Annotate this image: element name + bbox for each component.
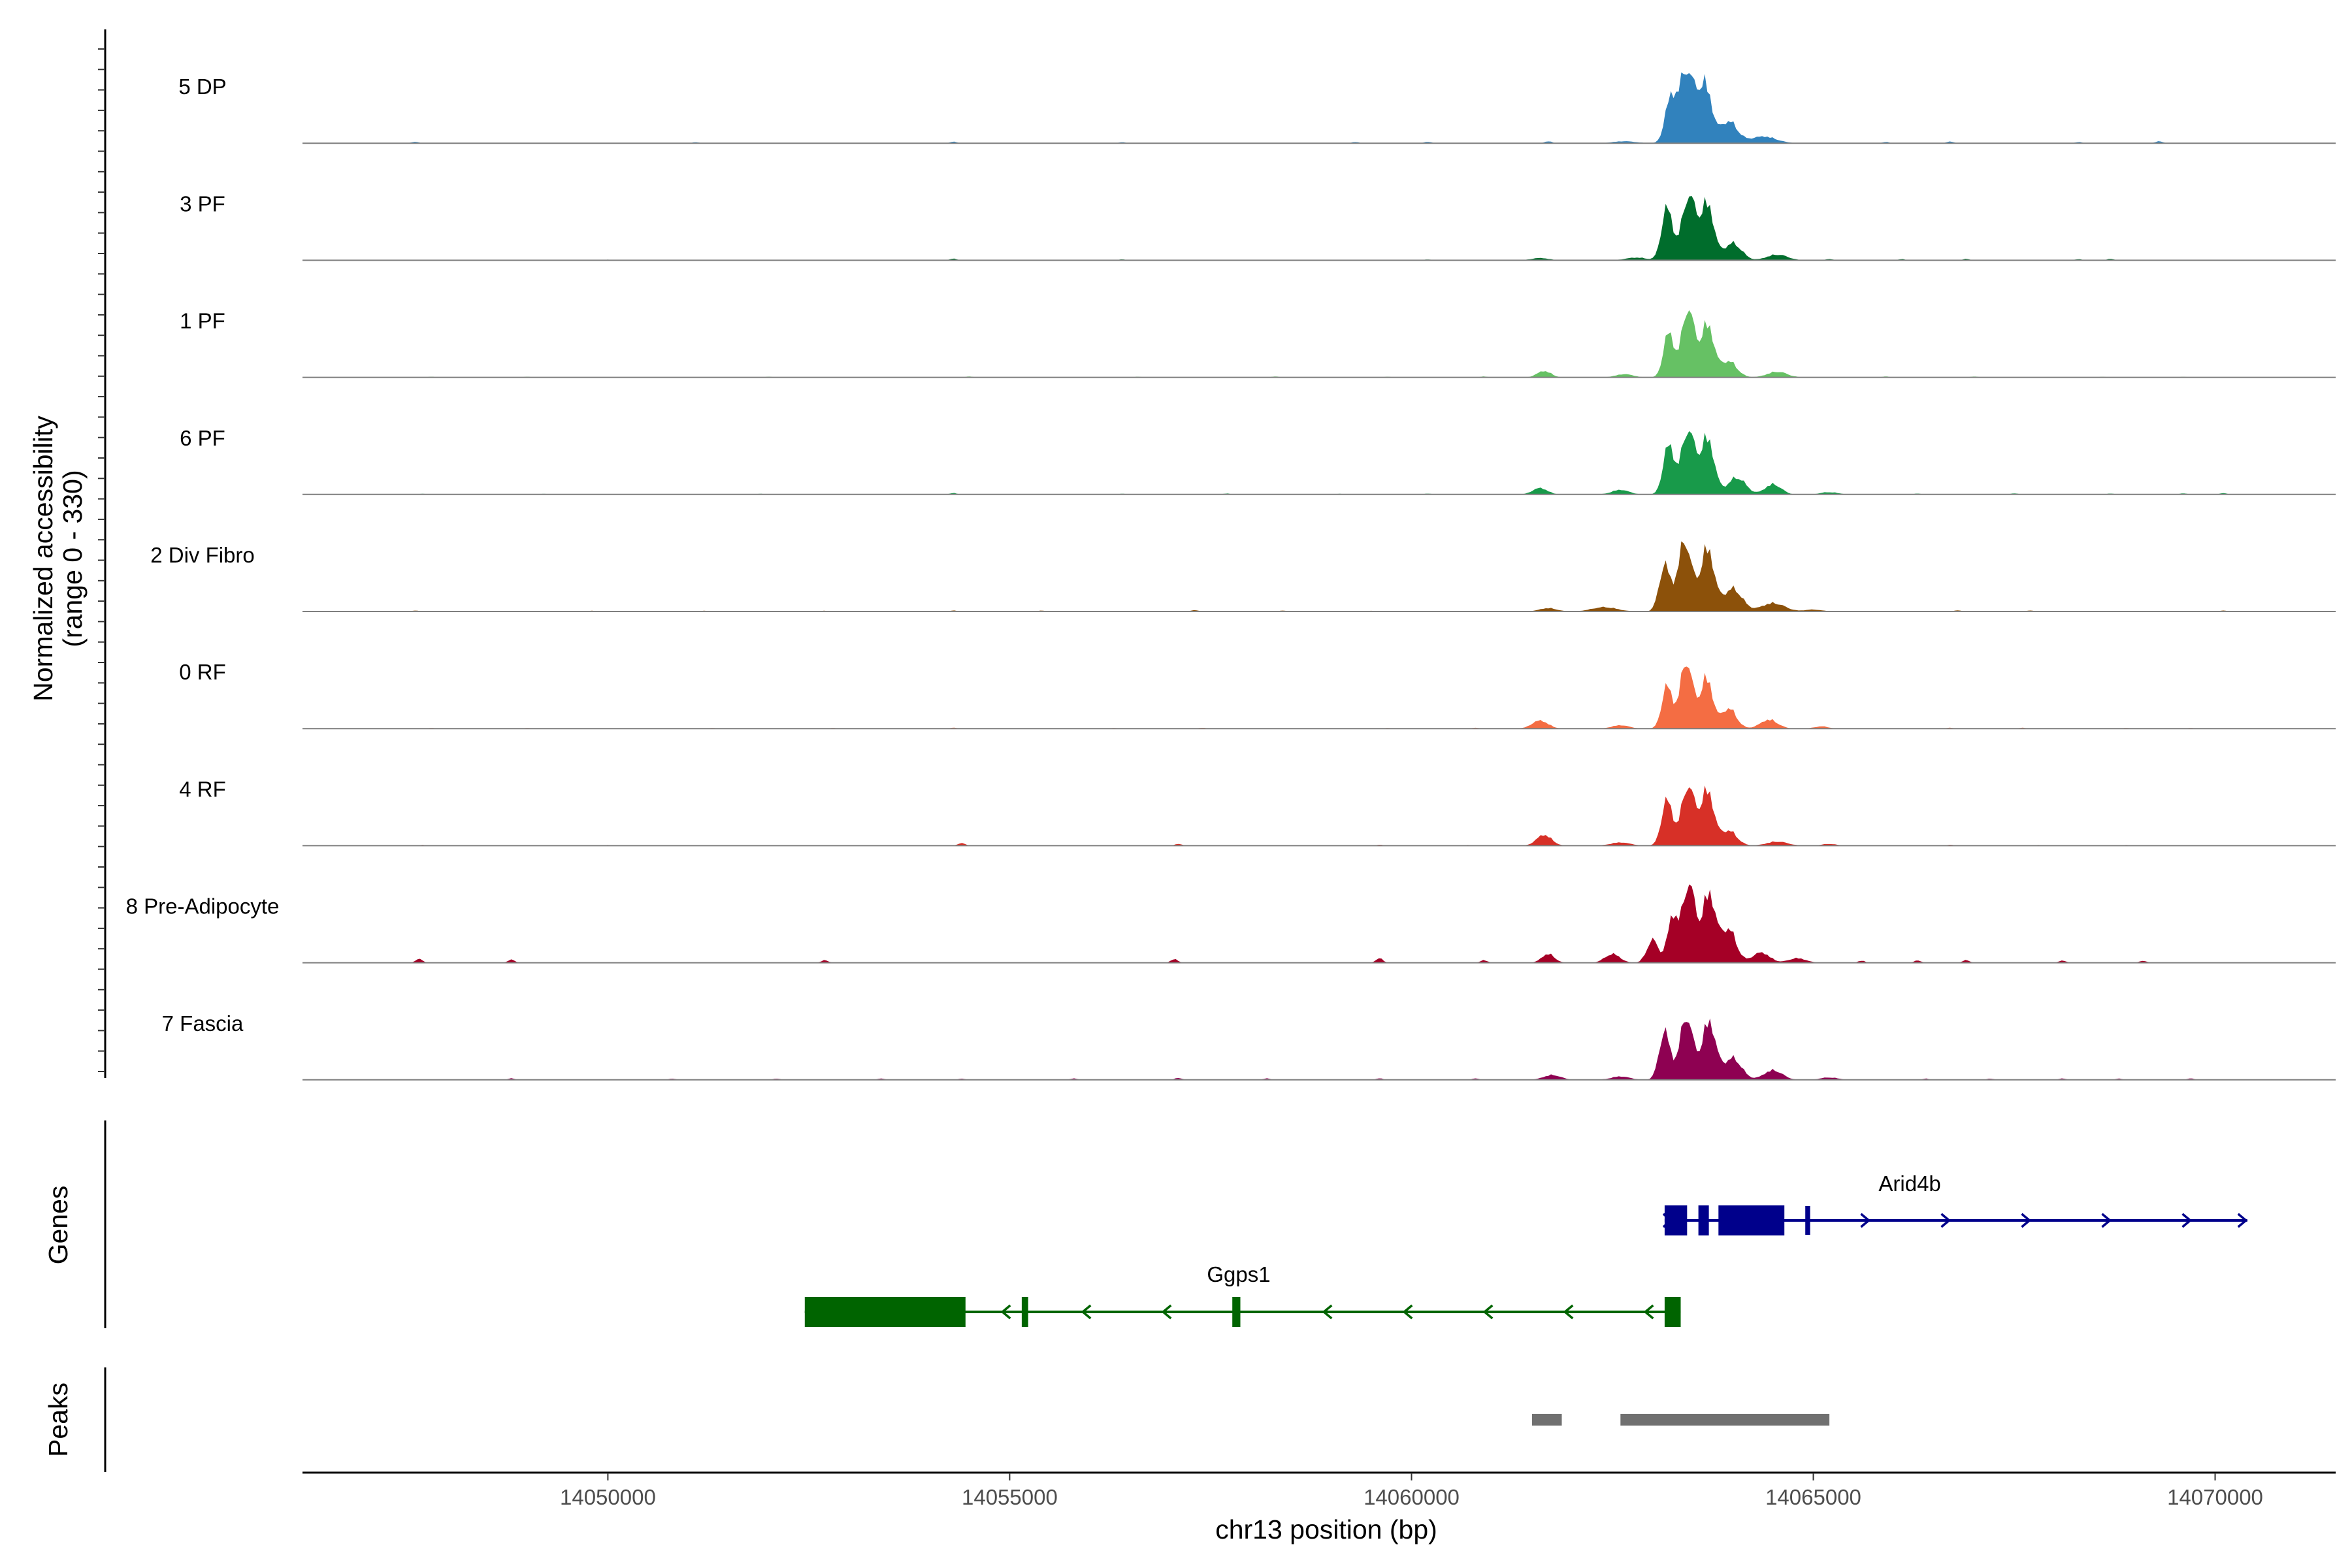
exon (1664, 1205, 1688, 1235)
track-1: 3 PF (180, 191, 2336, 261)
track-area-1 (406, 196, 2232, 261)
track-area-3 (406, 431, 2232, 495)
exon (1232, 1297, 1241, 1327)
track-area-8 (406, 1019, 2232, 1080)
strand-arrow (1081, 1304, 1092, 1320)
strand-arrow (1402, 1304, 1413, 1320)
strand-arrow (1940, 1213, 1952, 1228)
gene-ggps1: Ggps1 (804, 1262, 1681, 1327)
x-tick-label: 14065000 (1765, 1485, 1861, 1509)
x-axis-title: chr13 position (bp) (1215, 1514, 1437, 1544)
strand-arrow (1322, 1304, 1333, 1320)
track-label: 4 RF (179, 777, 226, 801)
peaks-track (104, 1367, 1830, 1472)
exon (1664, 1297, 1681, 1327)
track-label: 1 PF (180, 309, 225, 333)
track-area-0 (406, 72, 2232, 144)
track-4: 2 Div Fibro (150, 541, 2336, 612)
peak-region (1532, 1414, 1562, 1426)
track-8: 7 Fascia (162, 1011, 2336, 1081)
gene-label: Arid4b (1878, 1171, 1940, 1196)
strand-arrow (1000, 1304, 1011, 1320)
track-6: 4 RF (179, 777, 2336, 847)
exon (1718, 1205, 1785, 1235)
track-label: 3 PF (180, 191, 225, 216)
y-axis (98, 29, 106, 1078)
track-label: 6 PF (180, 426, 225, 450)
track-3: 6 PF (180, 426, 2336, 495)
gene-arid4b: Arid4b (1662, 1171, 2248, 1235)
track-area-2 (406, 310, 2232, 378)
exon (1698, 1205, 1709, 1235)
track-7: 8 Pre-Adipocyte (126, 884, 2336, 964)
y-axis-range: (range 0 - 330) (57, 470, 88, 647)
track-area-5 (406, 666, 2232, 729)
track-label: 7 Fascia (162, 1011, 244, 1036)
strand-arrow (2021, 1213, 2032, 1228)
track-area-4 (406, 541, 2232, 612)
track-5: 0 RF (179, 660, 2336, 730)
gene-label: Ggps1 (1207, 1262, 1270, 1286)
track-label: 5 DP (178, 74, 226, 99)
track-label: 2 Div Fibro (150, 543, 255, 567)
exon (804, 1297, 966, 1327)
strand-arrow (2181, 1213, 2193, 1228)
exon (1021, 1297, 1028, 1327)
coverage-tracks: 5 DP 3 PF 1 PF 6 PF 2 Div Fibro 0 RF 4 RF 8 Pre… (126, 72, 2336, 1081)
strand-arrow (1161, 1304, 1172, 1320)
track-area-6 (406, 785, 2232, 846)
genes-axis-title: Genes (43, 1186, 73, 1265)
x-tick-label: 14060000 (1364, 1485, 1460, 1509)
x-tick-label: 14055000 (962, 1485, 1058, 1509)
genes-track: Arid4b Ggps1 (104, 1120, 2248, 1328)
x-tick-label: 14050000 (560, 1485, 656, 1509)
x-axis: 14050000 14055000 14060000 14065000 14070000 (302, 1471, 2336, 1509)
strand-arrow (2101, 1213, 2112, 1228)
track-label: 0 RF (179, 660, 226, 684)
track-area-7 (406, 884, 2232, 963)
track-0: 5 DP (178, 72, 2336, 144)
track-label: 8 Pre-Adipocyte (126, 894, 280, 919)
strand-arrow (1563, 1304, 1574, 1320)
x-tick-label: 14070000 (2167, 1485, 2263, 1509)
strand-arrow (2237, 1213, 2248, 1228)
strand-arrow (1482, 1304, 1494, 1320)
exon (1805, 1206, 1810, 1235)
strand-arrow (1860, 1213, 1871, 1228)
peaks-axis-title: Peaks (43, 1382, 73, 1457)
track-2: 1 PF (180, 309, 2336, 378)
peak-region (1620, 1414, 1830, 1426)
y-axis-title: Normalized accessibility (28, 416, 58, 702)
strand-arrow (1643, 1304, 1654, 1320)
